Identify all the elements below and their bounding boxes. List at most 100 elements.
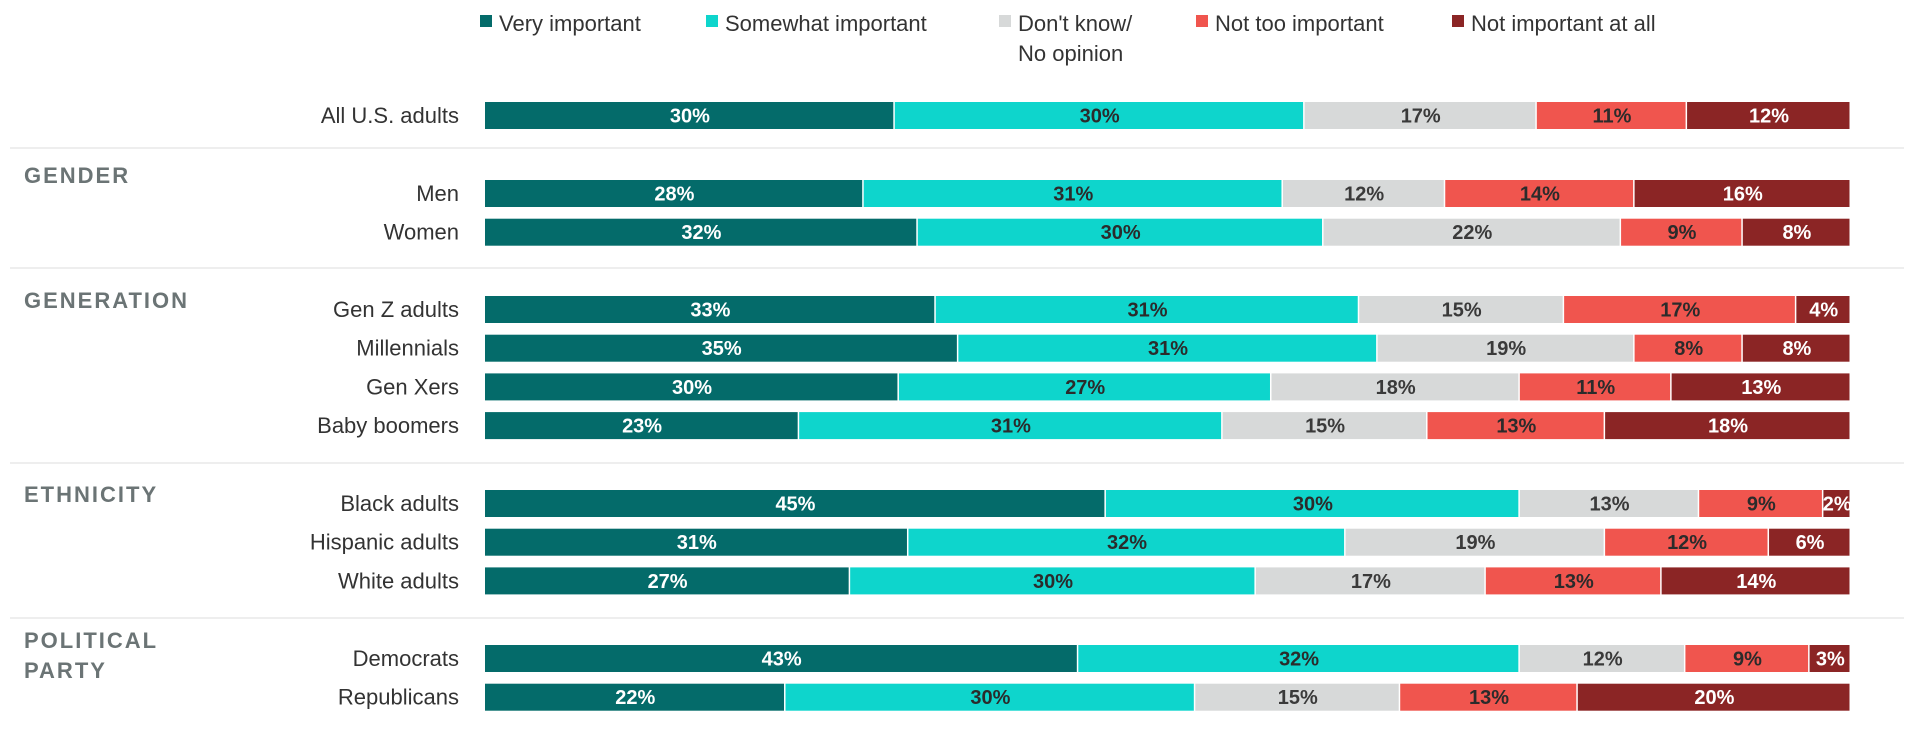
group-label-line: ETHNICITY — [24, 482, 158, 507]
legend-label: Very important — [499, 11, 641, 36]
row-label: Democrats — [353, 646, 459, 671]
legend-label: Don't know/No opinion — [1018, 11, 1133, 66]
chart-row: Hispanic adults 31% 32% 19% 12% 6% — [310, 528, 1850, 556]
row-label: Black adults — [340, 491, 459, 516]
bar-segment — [1195, 683, 1399, 711]
data-label: 8% — [1782, 222, 1811, 244]
data-label: 30% — [1080, 106, 1120, 128]
row-label: Hispanic adults — [310, 530, 459, 555]
row-label: White adults — [338, 568, 459, 593]
data-label: 30% — [670, 106, 710, 128]
data-label: 12% — [1667, 532, 1707, 554]
data-label: 18% — [1376, 377, 1416, 399]
legend-item: Not too important — [1196, 11, 1384, 36]
group-separators — [10, 147, 1904, 619]
bar-segment — [1699, 490, 1822, 517]
bar-segment — [1809, 645, 1850, 672]
bar-segment — [1769, 528, 1850, 556]
data-label: 3% — [1816, 649, 1845, 671]
legend-label-line: Somewhat important — [725, 11, 927, 36]
data-label: 22% — [615, 687, 655, 709]
data-label: 20% — [1694, 687, 1734, 709]
bar-segment — [1634, 334, 1742, 362]
chart-row: White adults 27% 30% 17% 13% 14% — [338, 567, 1850, 595]
group-labels: GENDER GENERATION ETHNICITY POLITICAL PARTY — [24, 163, 189, 683]
bar-segment — [1359, 296, 1563, 323]
legend-label-line: Not important at all — [1471, 11, 1656, 36]
bar-segment — [1823, 490, 1850, 517]
data-label: 32% — [1107, 532, 1147, 554]
data-label: 30% — [1033, 571, 1073, 593]
data-label: 15% — [1442, 300, 1482, 322]
bar-segment — [1742, 334, 1850, 362]
legend-label-line: Don't know/ — [1018, 11, 1133, 36]
group-label-line: GENDER — [24, 163, 130, 188]
data-label: 30% — [672, 377, 712, 399]
data-label: 19% — [1486, 338, 1526, 360]
data-label: 13% — [1590, 494, 1630, 516]
data-label: 13% — [1496, 416, 1536, 438]
bar-segment — [1427, 412, 1604, 440]
bar-segment — [1519, 373, 1671, 401]
data-label: 11% — [1576, 377, 1615, 399]
data-label: 28% — [654, 184, 694, 206]
data-label: 9% — [1733, 649, 1762, 671]
chart-row: Black adults 45% 30% 13% 9% 2% — [340, 490, 1852, 517]
chart-row: Democrats 43% 32% 12% 9% 3% — [353, 645, 1850, 672]
bar-segment — [850, 567, 1255, 595]
bar-segment — [785, 683, 1194, 711]
data-label: 9% — [1747, 494, 1776, 516]
bar-segment — [1222, 412, 1427, 440]
row-label: Women — [384, 220, 459, 245]
legend-item: Somewhat important — [706, 11, 927, 36]
data-label: 15% — [1278, 687, 1318, 709]
chart-row: Women 32% 30% 22% 9% 8% — [384, 218, 1850, 246]
legend-label: Not important at all — [1471, 11, 1656, 36]
group-label-line: GENERATION — [24, 288, 189, 313]
bar-segment — [1105, 490, 1519, 517]
bar-segment — [1742, 218, 1850, 246]
group-label: POLITICAL PARTY — [24, 628, 158, 683]
bar-segment — [485, 102, 894, 129]
bar-segment — [1621, 218, 1742, 246]
data-label: 18% — [1708, 416, 1748, 438]
group-label-line: PARTY — [24, 658, 107, 683]
legend-swatch — [480, 15, 492, 27]
bar-segment — [1536, 102, 1686, 129]
data-label: 17% — [1401, 106, 1441, 128]
data-label: 35% — [702, 338, 742, 360]
legend-label-line: Not too important — [1215, 11, 1384, 36]
bar-segment — [1685, 645, 1809, 672]
bar-segment — [1577, 683, 1850, 711]
bar-segment — [485, 334, 957, 362]
row-label: All U.S. adults — [321, 103, 459, 128]
bar-segment — [1078, 645, 1519, 672]
row-label: Gen Xers — [366, 374, 459, 399]
bar-segment — [1445, 180, 1634, 207]
bar-segment — [1345, 528, 1604, 556]
data-label: 30% — [970, 687, 1010, 709]
bar-segment — [485, 528, 907, 556]
bar-segment — [1605, 528, 1768, 556]
bar-segment — [1634, 180, 1850, 207]
data-label: 32% — [681, 222, 721, 244]
bar-segment — [1519, 490, 1698, 517]
group-label: GENDER — [24, 163, 130, 188]
data-label: 30% — [1101, 222, 1141, 244]
data-label: 43% — [762, 649, 802, 671]
data-label: 31% — [991, 416, 1031, 438]
bar-segment — [485, 645, 1077, 672]
data-label: 12% — [1583, 649, 1623, 671]
data-label: 19% — [1455, 532, 1495, 554]
data-label: 14% — [1736, 571, 1776, 593]
row-label: Gen Z adults — [333, 297, 459, 322]
bar-segment — [917, 218, 1323, 246]
data-label: 31% — [1053, 184, 1093, 206]
data-label: 31% — [1127, 300, 1167, 322]
legend-label-line: Very important — [499, 11, 641, 36]
group-label: ETHNICITY — [24, 482, 158, 507]
bar-segment — [1605, 412, 1850, 440]
chart-row: Men 28% 31% 12% 14% 16% — [416, 180, 1850, 207]
bar-segment — [485, 683, 785, 711]
legend-swatch — [706, 15, 718, 27]
